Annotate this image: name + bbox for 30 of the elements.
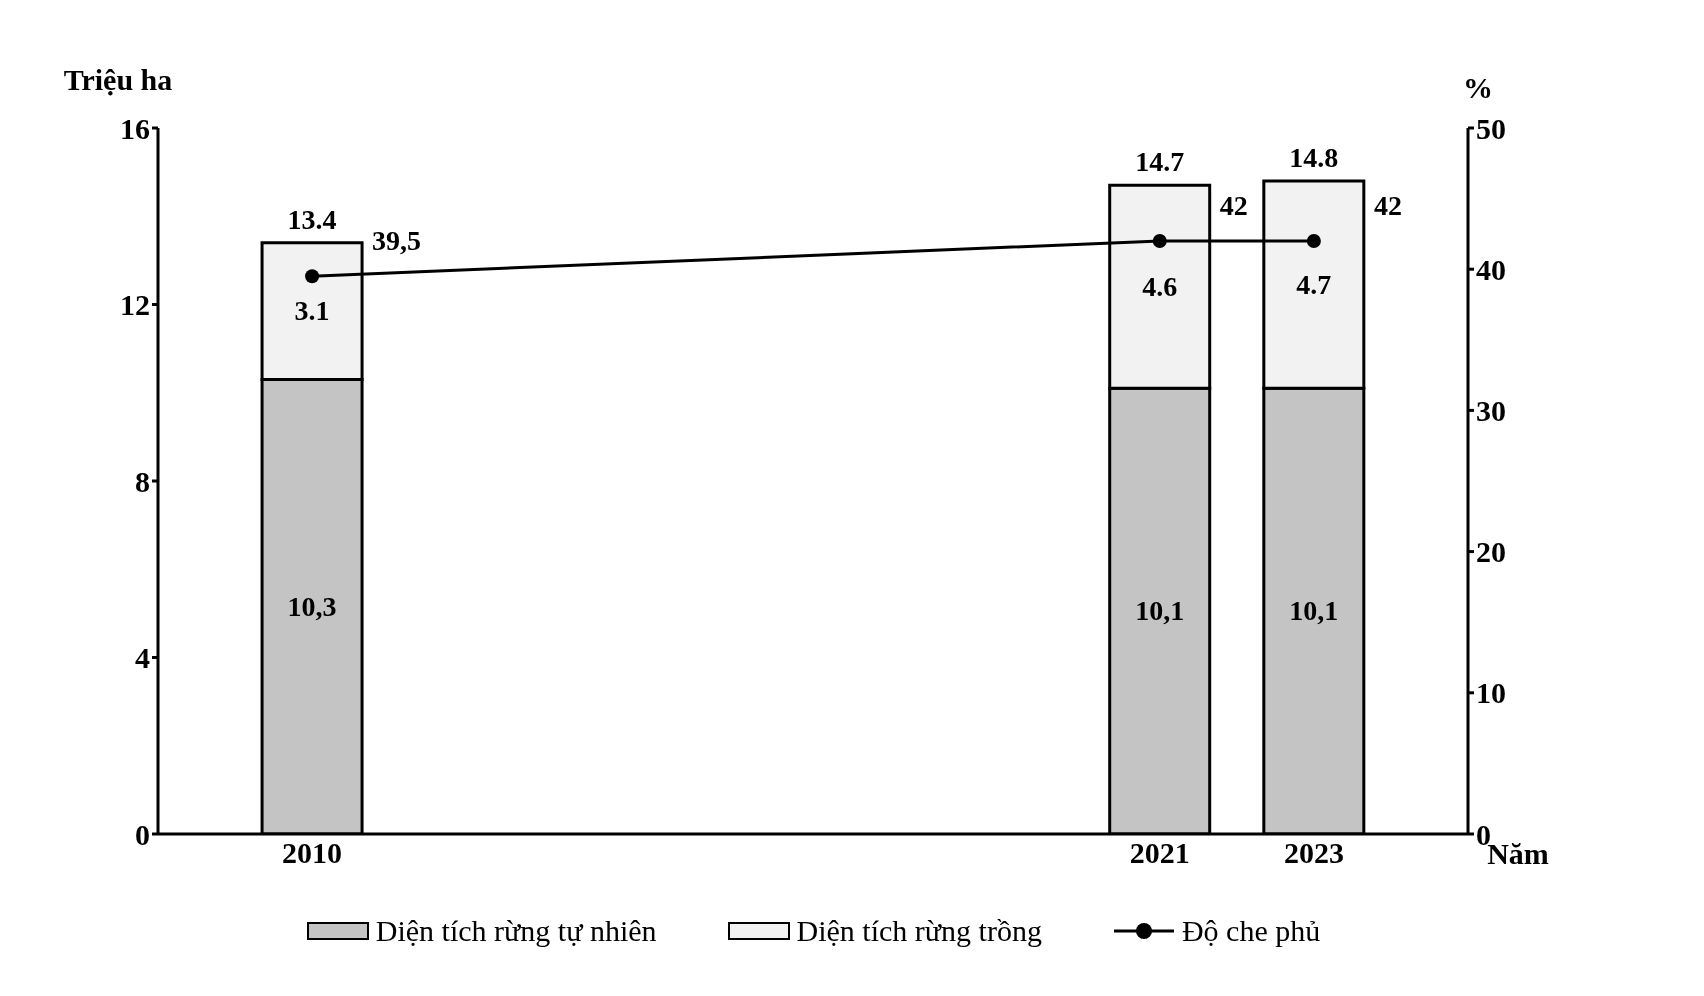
- y2-tick-label: 10: [1476, 676, 1506, 710]
- y-tick-label: 8: [135, 464, 150, 498]
- y-tick-label: 4: [135, 641, 150, 675]
- y2-tick-label: 50: [1476, 111, 1506, 145]
- legend-label: Độ che phủ: [1181, 914, 1321, 948]
- y-tick-label: 12: [120, 288, 150, 322]
- y-tick-label: 0: [135, 817, 150, 851]
- y2-axis-title: %: [1463, 71, 1493, 104]
- x-tick-label: 2023: [1283, 836, 1344, 870]
- data-label: 10,3: [287, 590, 337, 622]
- data-label: 3.1: [294, 295, 330, 327]
- data-label: 4.7: [1296, 268, 1332, 300]
- x-tick-label: 2021: [1129, 836, 1190, 870]
- data-label: 42: [1219, 189, 1248, 221]
- data-label: 4.6: [1142, 270, 1178, 302]
- y2-tick-label: 30: [1476, 394, 1506, 428]
- legend-label: Diện tích rừng trồng: [796, 914, 1042, 948]
- total-label: 14.7: [1135, 146, 1185, 178]
- y2-tick-label: 20: [1476, 535, 1506, 569]
- legend-label: Diện tích rừng tự nhiên: [375, 914, 657, 948]
- y-tick-label: 16: [120, 111, 150, 145]
- total-label: 14.8: [1289, 141, 1339, 173]
- x-tick-label: 2010: [282, 836, 343, 870]
- y2-tick-label: 40: [1476, 252, 1506, 286]
- data-label: 10,1: [1289, 595, 1339, 627]
- y-axis-title: Triệu ha: [63, 63, 173, 96]
- data-label: 42: [1373, 189, 1402, 221]
- total-label: 13.4: [287, 203, 337, 235]
- data-label: 10,1: [1135, 595, 1185, 627]
- data-label: 39,5: [372, 225, 422, 257]
